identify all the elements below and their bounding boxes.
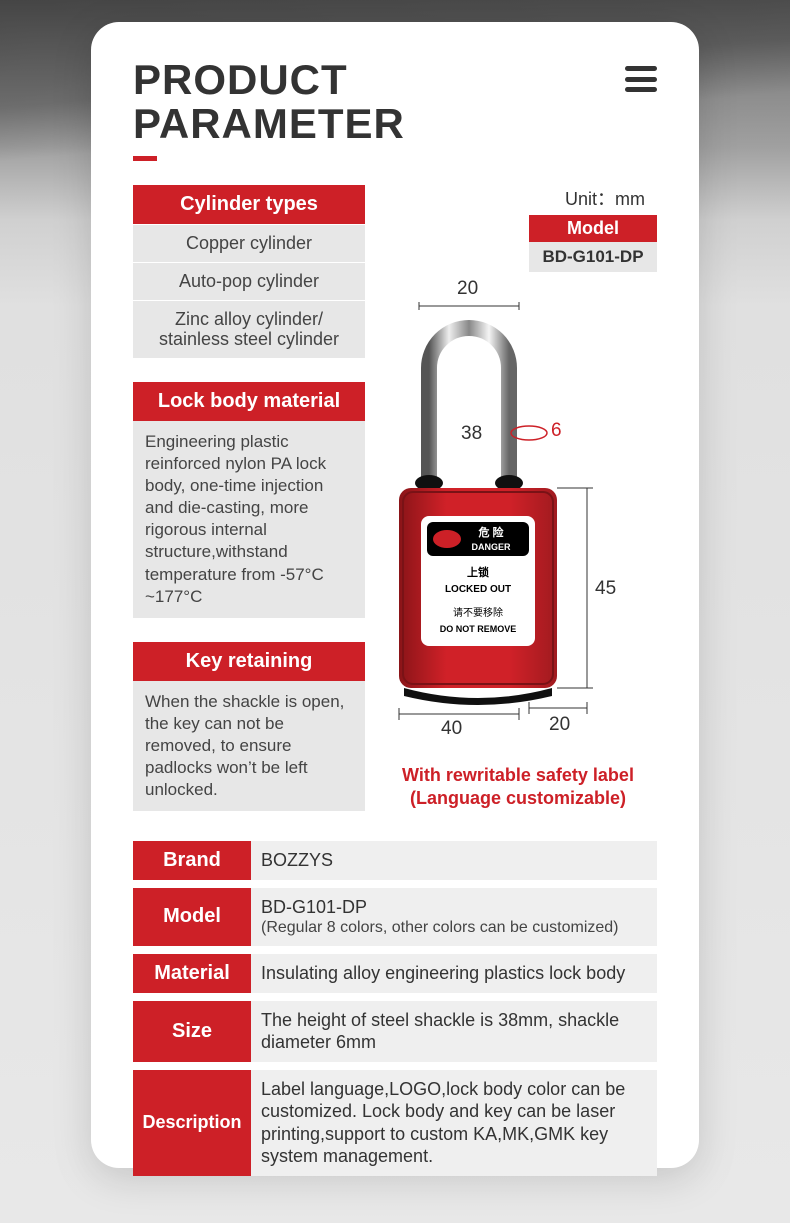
svg-text:上锁: 上锁 [467, 565, 489, 579]
caption-line-1: With rewritable safety label [402, 765, 634, 785]
dim-body-depth: 20 [549, 714, 570, 736]
key-retaining-header: Key retaining [133, 642, 365, 681]
lock-body-material-block: Lock body material Engineering plastic r… [133, 382, 365, 618]
caption-line-2: (Language customizable) [410, 788, 626, 808]
dim-body-width: 40 [441, 718, 462, 740]
spec-label-description: Description [133, 1070, 251, 1176]
spec-value-model: BD-G101-DP (Regular 8 colors, other colo… [251, 888, 657, 947]
spec-value-size: The height of steel shackle is 38mm, sha… [251, 1001, 657, 1062]
menu-icon[interactable] [625, 66, 657, 92]
spec-model-main: BD-G101-DP [261, 896, 647, 919]
title-underline [133, 156, 157, 161]
cylinder-type-row: Auto-pop cylinder [133, 262, 365, 300]
spec-table: Brand BOZZYS Model BD-G101-DP (Regular 8… [133, 841, 657, 1176]
spec-row: Model BD-G101-DP (Regular 8 colors, othe… [133, 888, 657, 947]
padlock-svg: 危 险 DANGER 上锁 LOCKED OUT 请不要移除 DO NOT RE… [379, 278, 639, 758]
key-retaining-block: Key retaining When the shackle is open, … [133, 642, 365, 811]
upper-section: Cylinder types Copper cylinder Auto-pop … [133, 185, 657, 811]
svg-text:LOCKED OUT: LOCKED OUT [445, 584, 511, 595]
left-column: Cylinder types Copper cylinder Auto-pop … [133, 185, 365, 811]
key-retaining-body: When the shackle is open, the key can no… [133, 681, 365, 811]
dim-shackle-height: 38 [461, 423, 482, 445]
cylinder-types-block: Cylinder types Copper cylinder Auto-pop … [133, 185, 365, 358]
spec-value-material: Insulating alloy engineering plastics lo… [251, 954, 657, 993]
model-box-value: BD-G101-DP [529, 242, 657, 272]
cylinder-types-header: Cylinder types [133, 185, 365, 224]
dim-shackle-width: 20 [457, 278, 478, 300]
spec-model-sub: (Regular 8 colors, other colors can be c… [261, 918, 647, 938]
lock-body-material-body: Engineering plastic reinforced nylon PA … [133, 421, 365, 618]
cylinder-type-row: Copper cylinder [133, 224, 365, 262]
right-column: Unit：mm Model BD-G101-DP [379, 185, 657, 811]
header-row: PRODUCT PARAMETER [133, 58, 657, 161]
unit-label: Unit：mm [379, 185, 657, 211]
svg-text:DANGER: DANGER [471, 542, 511, 552]
spec-row: Description Label language,LOGO,lock bod… [133, 1070, 657, 1176]
svg-text:请不要移除: 请不要移除 [453, 606, 503, 619]
lock-body-material-header: Lock body material [133, 382, 365, 421]
diagram-caption: With rewritable safety label (Language c… [379, 764, 657, 809]
spec-row: Brand BOZZYS [133, 841, 657, 880]
spec-row: Size The height of steel shackle is 38mm… [133, 1001, 657, 1062]
title-line-2: PARAMETER [133, 100, 405, 147]
cylinder-type-row: Zinc alloy cylinder/ stainless steel cyl… [133, 300, 365, 358]
dim-body-height: 45 [595, 578, 616, 600]
dim-shackle-diameter: 6 [551, 420, 562, 442]
svg-text:危 险: 危 险 [477, 525, 504, 539]
spec-label-material: Material [133, 954, 251, 993]
title-line-1: PRODUCT [133, 56, 348, 103]
title-block: PRODUCT PARAMETER [133, 58, 405, 161]
spec-label-size: Size [133, 1001, 251, 1062]
svg-text:DO NOT REMOVE: DO NOT REMOVE [440, 624, 517, 634]
model-box-header: Model [529, 215, 657, 242]
spec-value-brand: BOZZYS [251, 841, 657, 880]
padlock-diagram: 危 险 DANGER 上锁 LOCKED OUT 请不要移除 DO NOT RE… [379, 278, 639, 758]
product-card: PRODUCT PARAMETER Cylinder types Copper … [91, 22, 699, 1168]
spec-label-model: Model [133, 888, 251, 947]
page-title: PRODUCT PARAMETER [133, 58, 405, 146]
spec-row: Material Insulating alloy engineering pl… [133, 954, 657, 993]
spec-value-description: Label language,LOGO,lock body color can … [251, 1070, 657, 1176]
model-box: Model BD-G101-DP [529, 215, 657, 272]
spec-label-brand: Brand [133, 841, 251, 880]
